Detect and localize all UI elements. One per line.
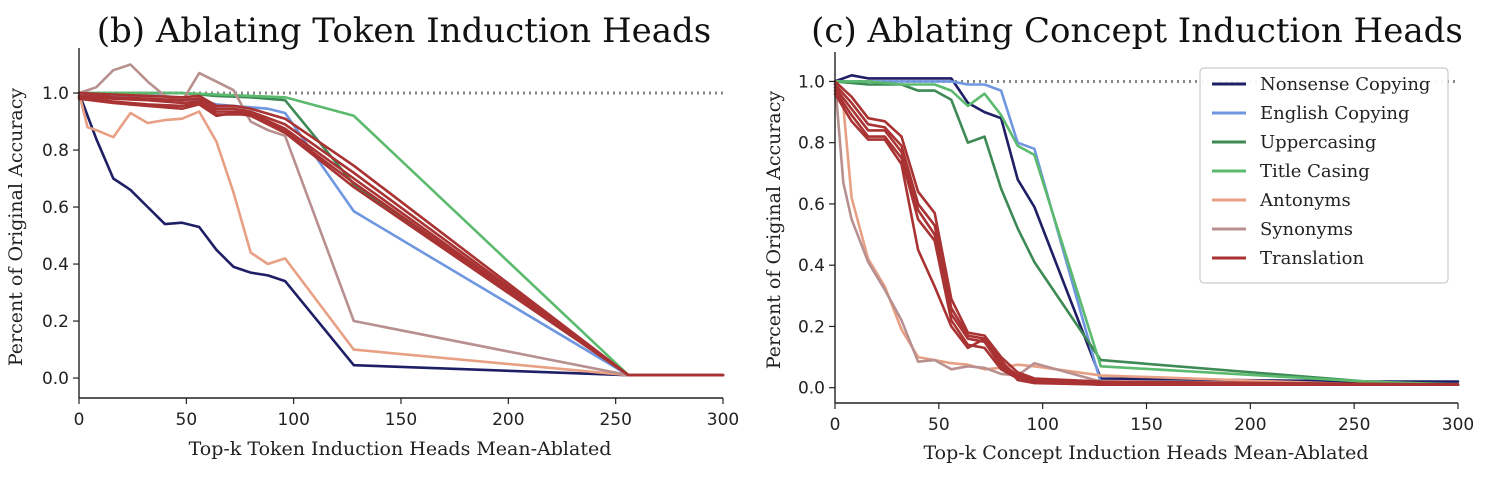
y-tick-label-b: 1.0 — [42, 84, 69, 104]
y-tick-label-c: 0.4 — [798, 256, 825, 276]
x-tick-label-c: 0 — [830, 415, 841, 435]
legend-label-antonyms: Antonyms — [1259, 190, 1351, 211]
y-tick-label-b: 0.4 — [42, 255, 69, 275]
series-line-translation-b-7 — [77, 91, 725, 377]
y-tick-label-c: 1.0 — [798, 72, 825, 92]
panel-b: (b) Ablating Token Induction Heads 0 50 10… — [5, 11, 739, 460]
series-line-translation-b-8 — [77, 94, 725, 377]
series-line-synonyms-c-5 — [833, 80, 1460, 386]
series-line-translation-b-10 — [77, 97, 725, 377]
series-line-nonsense-copying-c-0 — [833, 74, 1460, 383]
x-tick-label-b: 50 — [176, 410, 198, 430]
series-line-nonsense-copying-b-0 — [77, 91, 725, 377]
series-line-translation-c-6 — [833, 80, 1460, 386]
series-line-translation-c-9 — [833, 89, 1460, 386]
series-line-english-copying-b-1 — [77, 91, 725, 377]
legend-box — [1199, 67, 1449, 284]
x-tick-label-c: 300 — [1442, 415, 1474, 435]
x-axis-label-b: Top-k Token Induction Heads Mean-Ablated — [189, 438, 612, 460]
x-tick-label-c: 100 — [1026, 415, 1058, 435]
x-tick-label-c: 250 — [1338, 415, 1370, 435]
x-tick-label-c: 150 — [1130, 415, 1162, 435]
legend-label-translation: Translation — [1260, 248, 1364, 269]
x-tick-label-b: 250 — [599, 410, 631, 430]
legend-label-uppercasing: Uppercasing — [1260, 132, 1376, 153]
series-line-title-casing-c-3 — [833, 80, 1460, 386]
series-line-synonyms-b-5 — [77, 63, 725, 377]
y-tick-label-b: 0.6 — [42, 198, 69, 218]
plot-area-b: 0 50 100 150 200 250 300 0.0 0.2 0.4 0.6 0.8 1.0 — [42, 48, 739, 430]
plot-area-c: 0 50 100 150 200 250 300 0.0 0.2 0.4 0.6 0.8 1.0 — [798, 52, 1474, 435]
chart-title-b: (b) Ablating Token Induction Heads — [97, 11, 712, 51]
series-line-translation-b-6 — [77, 91, 725, 377]
series-line-translation-b-9 — [77, 96, 725, 377]
legend: Nonsense Copying English Copying Uppercasi… — [1199, 67, 1449, 284]
x-tick-label-b: 0 — [74, 410, 85, 430]
y-tick-label-b: 0.0 — [42, 369, 69, 389]
y-axis-label-b: Percent of Original Accuracy — [5, 88, 27, 367]
y-tick-label-b: 0.2 — [42, 312, 69, 332]
series-line-uppercasing-b-2 — [77, 91, 725, 377]
legend-label-synonyms: Synonyms — [1260, 219, 1353, 240]
legend-label-nonsense-copying: Nonsense Copying — [1260, 74, 1430, 95]
panel-c: (c) Ablating Concept Induction Heads 0 50… — [763, 11, 1474, 464]
y-tick-label-c: 0.0 — [798, 379, 825, 399]
chart-title-c: (c) Ablating Concept Induction Heads — [811, 11, 1463, 51]
legend-label-english-copying: English Copying — [1260, 103, 1410, 124]
x-tick-label-b: 300 — [707, 410, 739, 430]
y-axis-label-c: Percent of Original Accuracy — [763, 91, 785, 370]
series-line-antonyms-b-4 — [77, 91, 725, 377]
legend-label-title-casing: Title Casing — [1260, 161, 1370, 182]
y-tick-label-c: 0.6 — [798, 195, 825, 215]
x-tick-label-c: 50 — [928, 415, 950, 435]
x-tick-label-b: 100 — [277, 410, 309, 430]
x-axis-label-c: Top-k Concept Induction Heads Mean-Ablat… — [923, 442, 1368, 464]
y-tick-label-b: 0.8 — [42, 141, 69, 161]
x-tick-label-c: 200 — [1234, 415, 1266, 435]
series-line-title-casing-b-3 — [77, 91, 725, 377]
x-tick-label-b: 150 — [385, 410, 417, 430]
series-line-translation-c-10 — [833, 92, 1460, 386]
y-tick-label-c: 0.2 — [798, 317, 825, 337]
y-tick-label-c: 0.8 — [798, 134, 825, 154]
x-tick-label-b: 200 — [492, 410, 524, 430]
